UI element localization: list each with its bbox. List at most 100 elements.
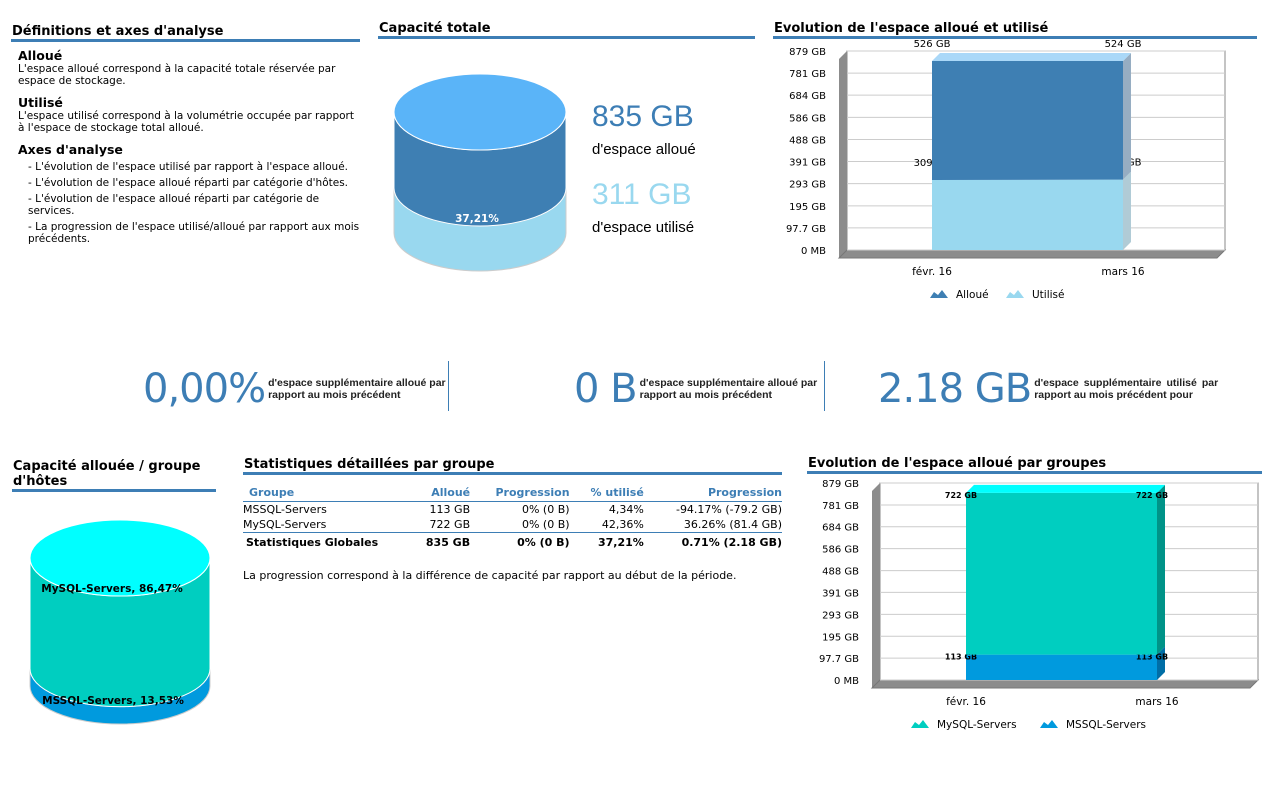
area-mysql-servers — [966, 492, 1157, 655]
legend-swatch-icon — [911, 720, 929, 728]
axes-heading: Axes d'analyse — [18, 142, 123, 157]
y-tick-label: 391 GB — [789, 157, 826, 168]
cell: -94.17% (-79.2 GB) — [675, 503, 782, 516]
y-tick-label: 684 GB — [789, 91, 826, 102]
y-tick-label: 879 GB — [789, 47, 826, 58]
y-tick-label: 586 GB — [822, 545, 859, 556]
area-side — [1157, 484, 1165, 655]
floor — [870, 679, 1260, 689]
cell: 42,36% — [601, 518, 644, 531]
cell: 835 GB — [406, 532, 471, 550]
legend-swatch-icon — [1006, 290, 1024, 298]
allocated-label: d'espace alloué — [592, 141, 696, 158]
legend-swatch-icon — [930, 290, 948, 298]
capacity-cylinder: 37,21% — [393, 73, 567, 272]
allocated-value: 835 GB — [592, 100, 694, 133]
legend-label: Alloué — [956, 289, 989, 301]
chart2-title: Evolution de l'espace alloué par groupes — [807, 456, 1262, 474]
y-tick-label: 488 GB — [789, 136, 826, 147]
kpi-text: d'espace supplémentaire alloué par rappo… — [268, 377, 446, 401]
y-tick-label: 0 MB — [801, 246, 826, 257]
table-row: MSSQL-Servers 113 GB 0% (0 B) 4,34% -94.17% … — [243, 502, 782, 518]
x-tick-label: févr. 16 — [946, 696, 986, 708]
stats-table: Groupe Alloué Progression % utilisé Prog… — [243, 484, 782, 550]
divider — [448, 361, 449, 411]
area-mssql-servers — [966, 654, 1157, 680]
kpi-allocated-percent: 0,00% d'espace supplémentaire alloué par… — [143, 366, 448, 412]
col-progression-used: Progression — [643, 484, 782, 502]
kpi-value: 0,00% — [143, 366, 266, 412]
stats-title: Statistiques détaillées par groupe — [243, 457, 782, 475]
area-top — [966, 484, 1165, 493]
legend-label: MSSQL-Servers — [1066, 719, 1146, 731]
legend-swatch-icon — [1040, 720, 1058, 728]
used-value: 311 GB — [592, 178, 692, 211]
kpi-text: d'espace supplémentaire alloué par rappo… — [639, 377, 818, 401]
y-tick-label: 195 GB — [822, 632, 859, 643]
host-groups-title: Capacité allouée / groupe d'hôtes — [12, 459, 216, 492]
cell: 722 GB — [429, 518, 471, 531]
y-tick-label: 879 GB — [822, 479, 859, 490]
cell: 4,34% — [608, 503, 644, 516]
host-groups-cylinder: MySQL-Servers, 86,47% MSSQL-Servers, 13,… — [29, 519, 211, 725]
stats-note: La progression correspond à la différenc… — [243, 569, 737, 582]
data-label: 113 GB — [945, 653, 977, 662]
y-tick-label: 488 GB — [822, 567, 859, 578]
kpi-value: 0 B — [574, 366, 638, 412]
alloue-heading: Alloué — [18, 48, 63, 63]
data-label: 524 GB — [1105, 40, 1142, 50]
allocated-used-chart: 0 MB 97.7 GB 195 GB 293 GB 391 GB 488 GB 586 G… — [786, 40, 1227, 301]
used-percent-label: 37,21% — [455, 213, 499, 225]
cell: 36.26% (81.4 GB) — [683, 518, 782, 531]
x-tick-label: mars 16 — [1101, 266, 1144, 278]
cell: MSSQL-Servers — [243, 503, 327, 516]
legend-label: Utilisé — [1032, 289, 1064, 301]
data-label: 722 GB — [1136, 491, 1168, 500]
chart1-title: Evolution de l'espace alloué et utilisé — [773, 21, 1257, 39]
kpi-value: 2.18 GB — [878, 366, 1032, 412]
alloue-text: L'espace alloué correspond à la capacité… — [18, 63, 336, 87]
cell: 37,21% — [569, 532, 644, 550]
cell: MySQL-Servers — [243, 518, 327, 531]
kpi-text: d'espace supplémentaire utilisé par rapp… — [1034, 377, 1219, 401]
y-tick-label: 391 GB — [822, 588, 859, 599]
capacity-title: Capacité totale — [378, 21, 755, 39]
area-top — [932, 52, 1131, 61]
divider — [824, 361, 825, 411]
area-side — [1123, 171, 1131, 250]
y-tick-label: 586 GB — [789, 113, 826, 124]
area-side — [1157, 646, 1165, 680]
kpi-allocated-bytes: 0 B d'espace supplémentaire alloué par r… — [574, 366, 820, 412]
col-utilise: % utilisé — [569, 484, 644, 502]
allocated-by-group-chart: 0 MB 97.7 GB 195 GB 293 GB 391 GB 488 GB 586 G… — [819, 479, 1260, 731]
left-wall — [872, 483, 880, 688]
y-tick-label: 781 GB — [789, 69, 826, 80]
cell: Statistiques Globales — [243, 532, 407, 550]
table-row: MySQL-Servers 722 GB 0% (0 B) 42,36% 36.26% … — [243, 517, 782, 533]
table-total-row: Statistiques Globales 835 GB 0% (0 B) 37,21… — [243, 532, 782, 550]
col-groupe: Groupe — [243, 484, 407, 502]
data-label: 113 GB — [1136, 653, 1168, 662]
table-header-row: Groupe Alloué Progression % utilisé Prog… — [243, 484, 782, 502]
y-tick-label: 684 GB — [822, 523, 859, 534]
kpi-used-bytes: 2.18 GB d'espace supplémentaire utilisé … — [878, 366, 1218, 412]
axes-item: - L'évolution de l'espace alloué réparti… — [28, 177, 349, 189]
mssql-slice-label: MSSQL-Servers, 13,53% — [42, 695, 184, 707]
axes-item: - L'évolution de l'espace alloué réparti… — [28, 193, 320, 217]
y-tick-label: 293 GB — [822, 610, 859, 621]
utilise-text: L'espace utilisé correspond à la volumét… — [18, 110, 354, 134]
y-tick-label: 0 MB — [834, 676, 859, 687]
data-label: 722 GB — [945, 491, 977, 500]
y-tick-label: 97.7 GB — [819, 654, 859, 665]
cylinder-top — [29, 519, 211, 597]
y-tick-label: 195 GB — [789, 202, 826, 213]
used-label: d'espace utilisé — [592, 219, 695, 236]
utilise-heading: Utilisé — [18, 95, 63, 110]
area-utilisé — [932, 179, 1123, 250]
cell: 0% (0 B) — [521, 518, 570, 531]
axes-item: - L'évolution de l'espace utilisé par ra… — [28, 161, 348, 173]
cell: 113 GB — [429, 503, 471, 516]
left-wall — [839, 51, 847, 258]
definitions-title: Définitions et axes d'analyse — [11, 24, 360, 42]
area-side — [1123, 52, 1131, 180]
